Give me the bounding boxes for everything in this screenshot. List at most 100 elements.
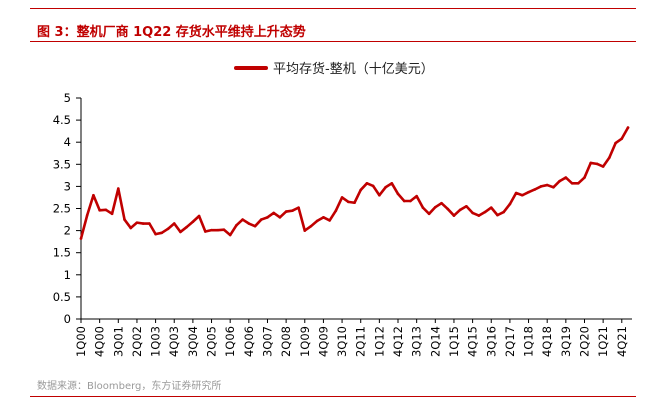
data-point — [396, 192, 400, 196]
y-tick-label: 1.5 — [53, 246, 71, 260]
data-point — [465, 204, 468, 208]
x-tick-label: 3Q16 — [484, 326, 498, 357]
data-point — [452, 214, 456, 217]
y-tick-label: 2 — [64, 224, 71, 238]
data-point — [626, 126, 630, 129]
legend-label: 平均存货-整机（十亿美元） — [273, 61, 434, 77]
data-point — [259, 218, 263, 221]
x-tick-label: 3Q19 — [559, 326, 573, 357]
data-point — [204, 230, 207, 233]
x-tick-label: 2Q20 — [577, 326, 591, 357]
y-tick-label: 5 — [64, 91, 71, 105]
data-point — [228, 233, 232, 237]
data-point — [346, 200, 350, 204]
data-point — [608, 156, 611, 159]
x-tick-label: 4Q06 — [242, 326, 256, 357]
x-tick-label: 1Q15 — [447, 326, 461, 357]
source-note: 数据来源：Bloomberg，东方证券研究所 — [37, 381, 222, 392]
data-point — [135, 221, 139, 224]
data-point — [365, 182, 369, 185]
x-tick-label: 2Q05 — [205, 326, 219, 357]
bottom-rule — [30, 396, 636, 397]
x-tick-label: 1Q12 — [372, 326, 386, 357]
data-point — [521, 193, 524, 197]
data-point — [253, 224, 257, 228]
data-point — [552, 185, 555, 189]
x-tick-label: 3Q10 — [335, 326, 349, 357]
x-tick-label: 4Q18 — [540, 326, 554, 357]
data-point — [489, 206, 493, 209]
data-point — [309, 224, 313, 228]
data-point — [340, 196, 344, 199]
y-tick-label: 1 — [64, 268, 71, 282]
data-point — [98, 208, 101, 212]
x-tick-label: 2Q08 — [279, 326, 293, 357]
data-point — [241, 218, 244, 221]
x-tick-label: 3Q07 — [260, 326, 274, 357]
data-point — [533, 188, 537, 191]
data-point — [117, 187, 120, 190]
data-point — [166, 227, 170, 231]
x-tick-label: 3Q04 — [186, 326, 200, 357]
data-point — [148, 222, 151, 225]
data-point — [421, 206, 425, 209]
data-point — [129, 226, 133, 230]
data-point — [446, 207, 450, 211]
x-axis: 1Q00 4Q00 3Q01 2Q02 1Q03 4Q03 3Q04 2Q05 1Q06 4Q06… — [74, 318, 632, 357]
y-tick-label: 3 — [64, 179, 71, 193]
data-point — [427, 212, 431, 216]
data-point — [409, 199, 412, 203]
data-point — [85, 213, 89, 217]
data-point — [222, 228, 226, 232]
data-point — [440, 201, 443, 205]
data-point — [235, 224, 238, 227]
data-point — [620, 137, 624, 140]
title-divider — [30, 41, 636, 42]
data-point — [297, 206, 300, 209]
data-point — [496, 213, 499, 217]
data-point — [595, 162, 599, 166]
data-point — [570, 182, 574, 185]
data-point — [315, 219, 319, 223]
data-point — [272, 211, 275, 215]
data-point — [477, 214, 481, 217]
data-point — [328, 219, 331, 222]
data-point — [160, 231, 164, 235]
data-point — [402, 199, 406, 203]
data-point — [359, 188, 363, 192]
x-tick-label: 2Q14 — [428, 326, 442, 357]
x-tick-label: 4Q00 — [93, 326, 107, 357]
data-point — [434, 205, 437, 209]
data-point — [191, 220, 195, 224]
data-point — [278, 216, 282, 219]
data-point — [141, 222, 145, 225]
x-tick-label: 1Q21 — [596, 326, 610, 357]
x-tick-label: 3Q01 — [111, 326, 125, 357]
data-point — [384, 185, 387, 189]
data-point — [483, 210, 487, 214]
data-point — [303, 229, 307, 232]
data-point — [390, 182, 394, 185]
x-tick-label: 4Q21 — [615, 326, 629, 357]
data-point — [415, 194, 418, 198]
data-point — [589, 161, 592, 165]
data-point — [576, 182, 580, 185]
data-point — [583, 176, 586, 179]
data-point — [564, 176, 568, 179]
data-point — [123, 218, 126, 221]
figure-title: 图 3：整机厂商 1Q22 存货水平维持上升态势 — [37, 25, 306, 40]
data-point — [539, 185, 543, 188]
plot-area — [79, 126, 630, 240]
data-point — [471, 211, 474, 215]
x-tick-label: 1Q03 — [149, 326, 163, 357]
x-tick-label: 1Q18 — [522, 326, 536, 357]
data-point — [104, 208, 108, 212]
x-tick-label: 1Q00 — [74, 326, 88, 357]
data-point — [291, 209, 294, 213]
y-tick-label: 3.5 — [53, 157, 71, 171]
data-point — [558, 179, 561, 183]
x-tick-label: 4Q03 — [167, 326, 181, 357]
chart-legend: 平均存货-整机（十亿美元） — [234, 61, 434, 77]
y-tick-label: 4.5 — [53, 113, 71, 127]
data-point — [545, 183, 549, 187]
